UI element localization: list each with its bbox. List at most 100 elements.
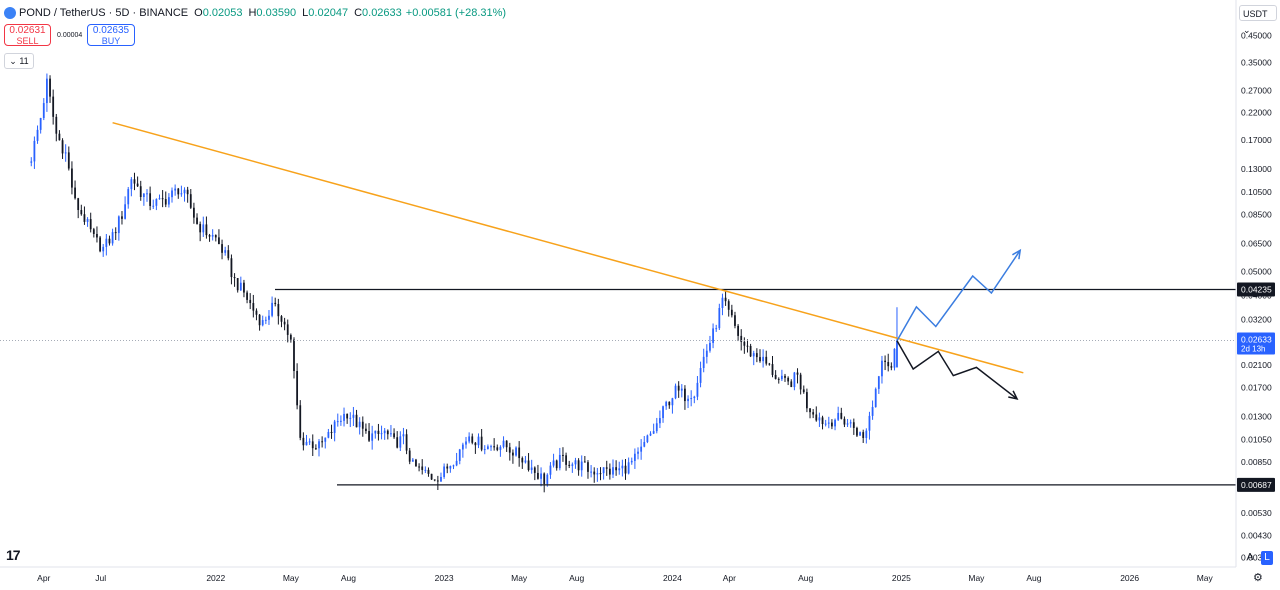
candle-body	[762, 356, 765, 362]
candle-body	[602, 467, 605, 474]
candle-body	[302, 437, 305, 446]
candle-body	[881, 360, 883, 377]
candle-body	[533, 467, 536, 473]
candle-body	[887, 361, 890, 367]
candle-body	[709, 342, 711, 351]
candle-body	[765, 356, 768, 364]
candle-body	[612, 467, 614, 475]
candle-body	[699, 368, 702, 383]
candle-body	[236, 278, 239, 291]
candle-body	[421, 466, 424, 470]
buy-button[interactable]: 0.02635 BUY	[87, 24, 135, 46]
low-value: 0.02047	[308, 7, 349, 19]
coin-logo-icon	[4, 7, 16, 19]
candle-body	[734, 315, 736, 326]
auto-scale-button[interactable]: A	[1246, 552, 1254, 563]
candle-body	[580, 461, 583, 471]
candle-body	[571, 464, 574, 466]
symbol-title[interactable]: POND / TetherUS · 5D · BINANCE	[19, 7, 189, 19]
candle-body	[499, 446, 502, 450]
candle-body	[233, 277, 236, 279]
candle-body	[818, 417, 821, 421]
price-tick-label: 0.06500	[1241, 238, 1272, 248]
candle-body	[740, 335, 743, 342]
candle-body	[39, 118, 42, 130]
candle-body	[386, 430, 389, 435]
candle-body	[199, 223, 202, 233]
candle-body	[205, 224, 208, 236]
candle-body	[174, 188, 177, 191]
candle-body	[668, 401, 671, 406]
candle-body	[690, 398, 693, 400]
candle-body	[186, 189, 189, 195]
candle-body	[399, 436, 402, 448]
close-value: 0.02633	[362, 7, 402, 19]
high-value: 0.03590	[256, 7, 297, 19]
candle-body	[358, 421, 361, 428]
time-tick-label: Aug	[1026, 573, 1041, 583]
currency-selector[interactable]: USDT ⌄	[1239, 5, 1277, 35]
candle-body	[340, 420, 342, 422]
bar-countdown-label: 2d 13h	[1241, 345, 1265, 354]
sell-button[interactable]: 0.02631 SELL	[4, 24, 51, 46]
candle-body	[355, 414, 358, 428]
candle-body	[458, 449, 461, 461]
candle-body	[605, 467, 608, 469]
candle-body	[427, 469, 430, 474]
candle-body	[171, 190, 173, 198]
candle-body	[455, 460, 458, 466]
price-tick-label: 0.27000	[1241, 85, 1272, 95]
candle-body	[859, 432, 861, 436]
candle-body	[377, 430, 380, 435]
candle-body	[684, 388, 686, 402]
time-tick-label: Aug	[341, 573, 356, 583]
candle-body	[474, 442, 477, 446]
candle-body	[884, 360, 886, 362]
buy-price: 0.02635	[92, 25, 130, 36]
candle-body	[759, 357, 761, 362]
candle-body	[227, 250, 230, 259]
price-tick-label: 0.00850	[1241, 457, 1272, 467]
indicators-toggle-button[interactable]: ⌄ 11	[4, 53, 34, 69]
candle-body	[149, 193, 152, 206]
candle-body	[246, 292, 248, 300]
candle-body	[415, 459, 417, 467]
candle-body	[361, 421, 364, 429]
candle-body	[193, 207, 195, 218]
candle-body	[665, 401, 668, 407]
candle-body	[286, 324, 289, 335]
candle-body	[152, 205, 155, 207]
candle-body	[402, 434, 405, 437]
candle-body	[540, 473, 542, 479]
candle-body	[659, 418, 661, 424]
candle-body	[643, 442, 646, 447]
candle-body	[155, 199, 158, 206]
gear-icon[interactable]: ⚙	[1253, 572, 1263, 584]
candle-body	[461, 444, 464, 450]
price-tick-label: 0.01300	[1241, 411, 1272, 421]
level-price-badge	[1237, 282, 1275, 297]
candle-body	[824, 423, 827, 425]
candle-body	[336, 421, 339, 423]
candle-body	[408, 450, 411, 462]
log-scale-button[interactable]: L	[1261, 551, 1273, 565]
tradingview-logo[interactable]: 17	[6, 547, 21, 563]
candle-body	[537, 472, 539, 479]
candle-body	[543, 473, 546, 484]
price-tick-label: 0.01050	[1241, 434, 1272, 444]
bearish-projection-arrow	[896, 340, 1018, 400]
candle-body	[164, 199, 167, 205]
candle-body	[271, 302, 273, 316]
candle-body	[202, 224, 205, 233]
candle-body	[314, 448, 317, 450]
price-tick-label: 0.08500	[1241, 210, 1272, 220]
candle-body	[280, 316, 283, 322]
time-tick-label: Jul	[95, 573, 106, 583]
candle-body	[546, 474, 549, 484]
candle-body	[587, 462, 589, 472]
bearish-projection-arrow-arrowhead	[1008, 390, 1019, 400]
candle-body	[821, 417, 824, 425]
candle-body	[130, 179, 133, 190]
candle-body	[117, 216, 120, 234]
